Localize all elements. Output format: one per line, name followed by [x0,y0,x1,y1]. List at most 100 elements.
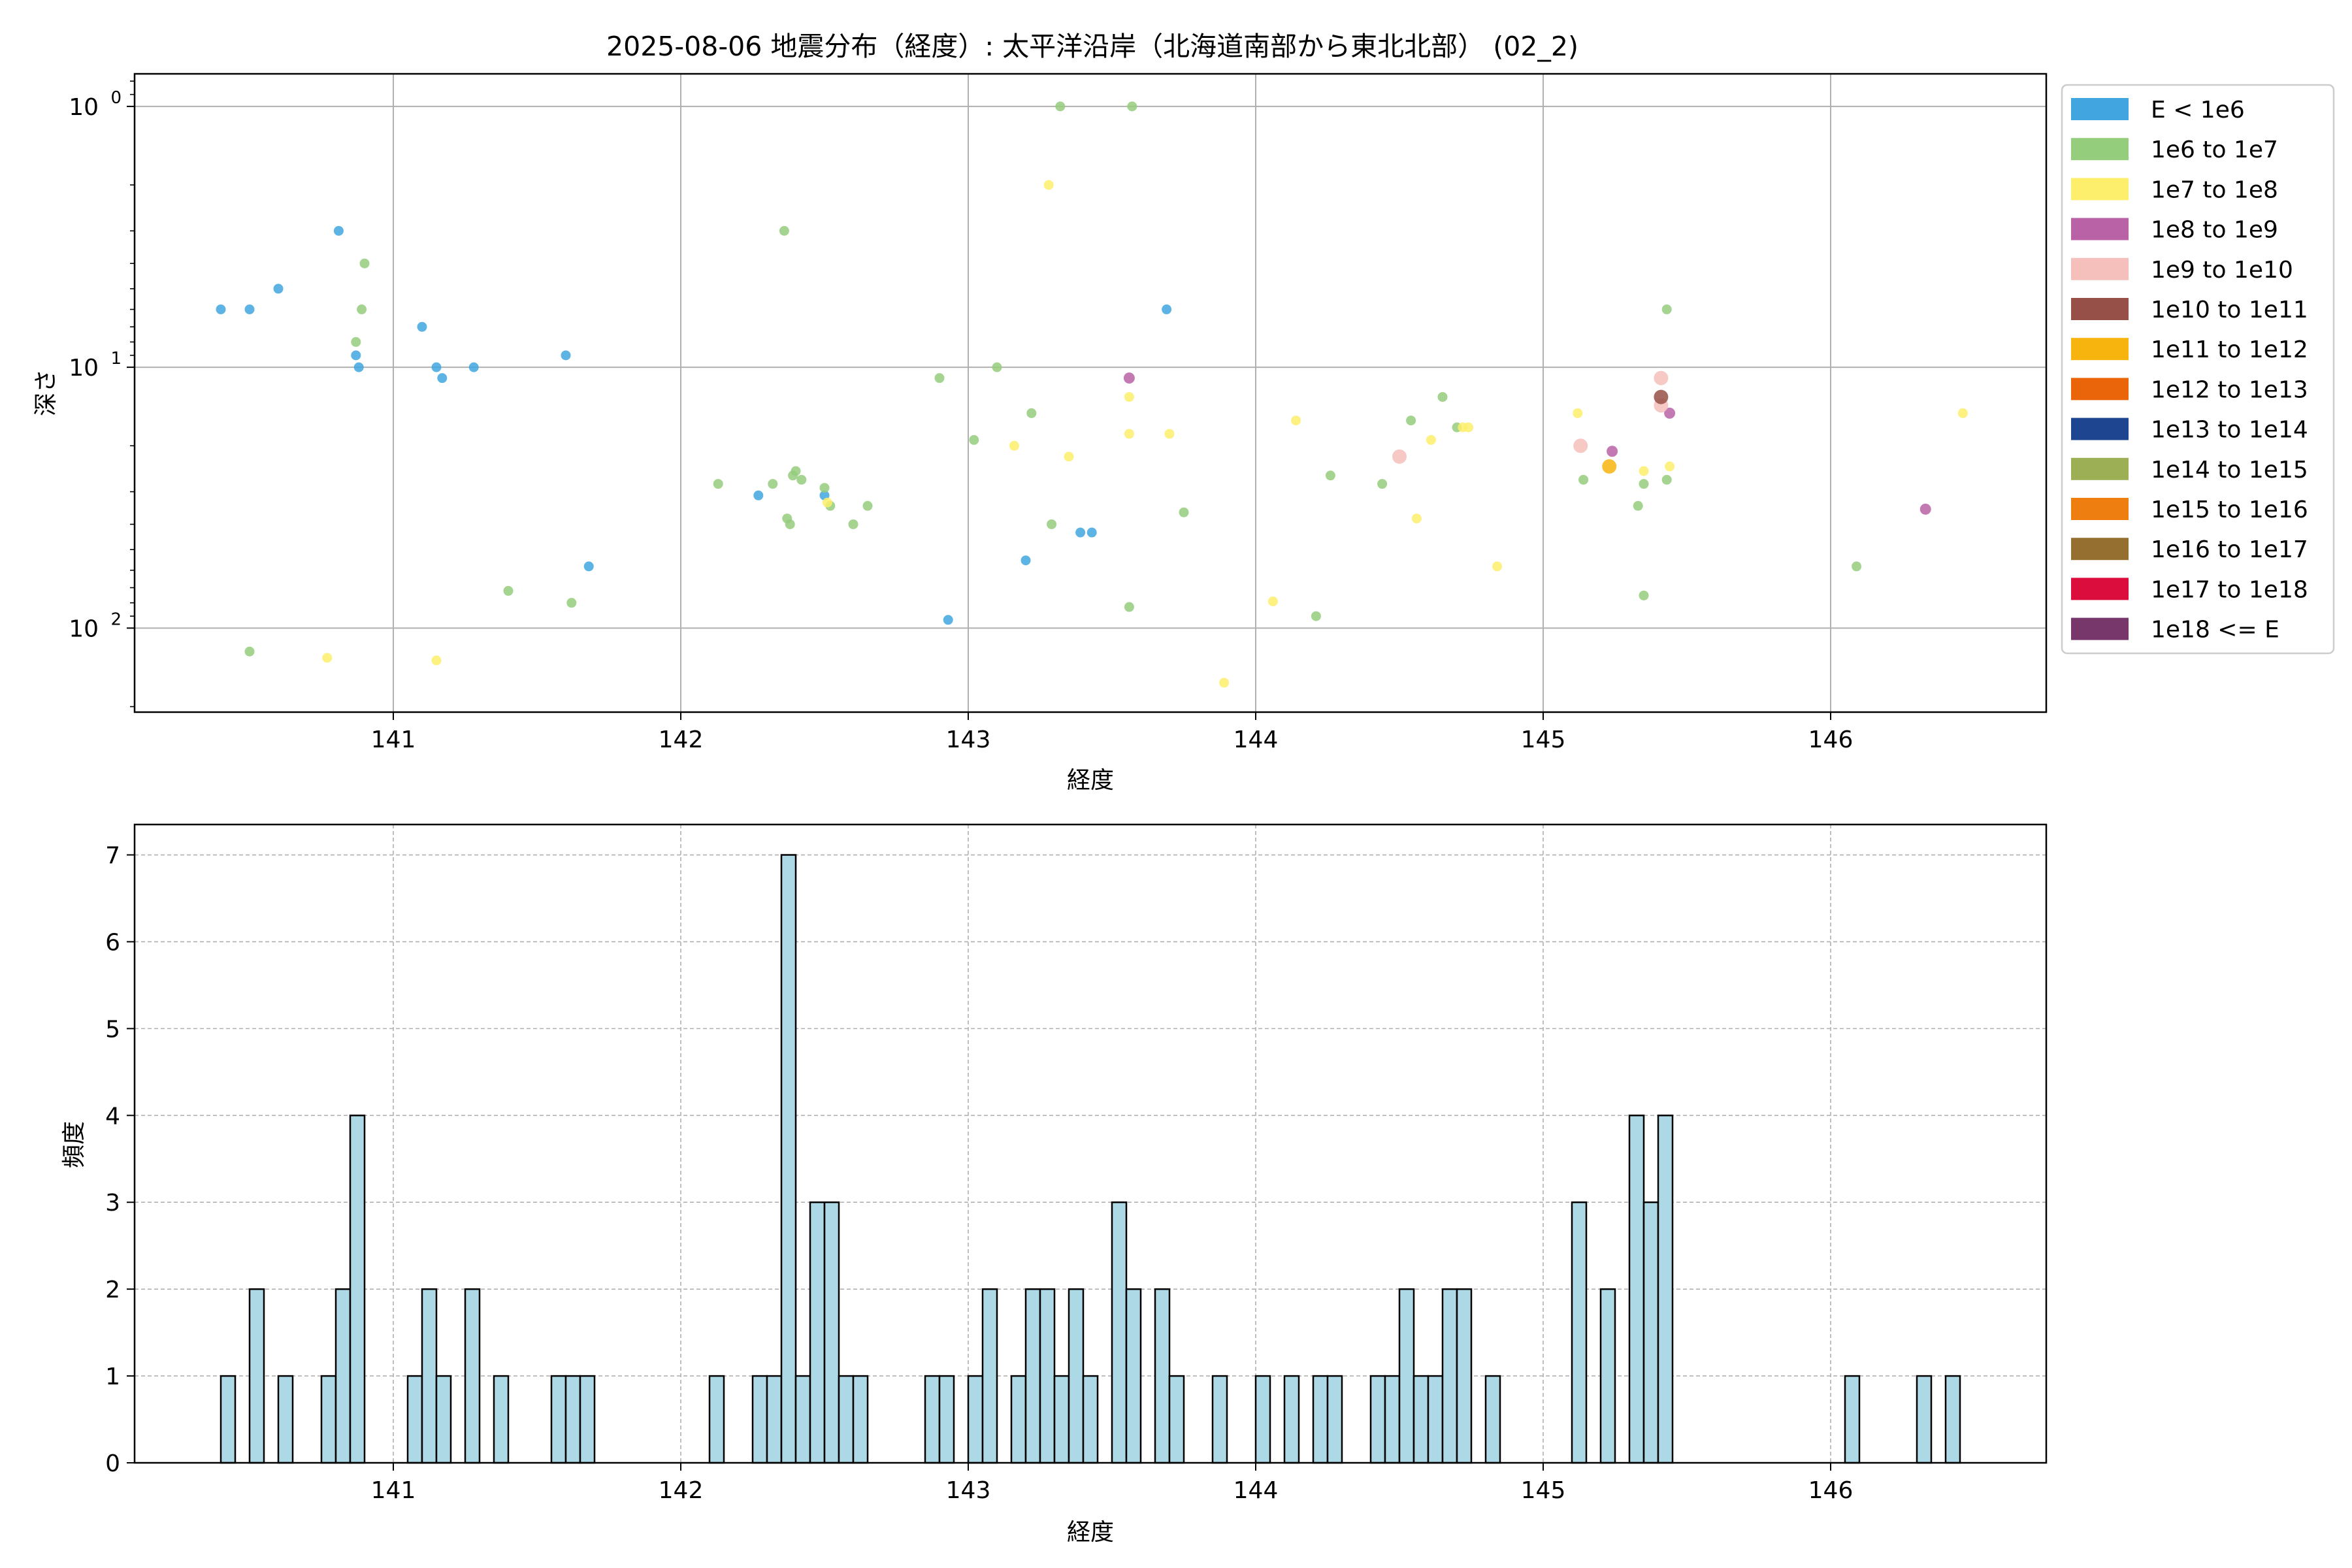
histogram-bar [1398,1288,1415,1464]
scatter-point [1654,370,1669,385]
scatter-point [1661,474,1672,485]
histogram-bar [1326,1375,1343,1464]
histogram-y-tick-label: 1 [105,1364,120,1390]
scatter-y-tick-label: 10 [69,355,99,382]
histogram-bar [1125,1288,1142,1464]
scatter-point [1639,466,1649,476]
scatter-point [1075,527,1086,538]
scatter-point [862,500,873,511]
histogram-bar [220,1375,237,1464]
scatter-point [1047,519,1057,529]
histogram-bar [435,1375,452,1464]
histogram-y-tick-label: 2 [105,1277,120,1303]
scatter-point [1021,555,1031,566]
histogram-bar [1312,1375,1329,1464]
histogram-bar [809,1201,826,1464]
scatter-point [796,474,807,485]
scatter-point [1654,389,1669,404]
legend-swatch [2071,378,2129,400]
legend-swatch [2071,538,2129,561]
legend-swatch [2071,617,2129,640]
scatter-y-tick-exponent: 1 [110,349,122,368]
histogram-bar [493,1375,510,1464]
scatter-point [1164,429,1175,439]
histogram-bar [1111,1201,1128,1464]
legend-swatch [2071,498,2129,520]
histogram-bar [1211,1375,1228,1464]
histogram-x-axis-label: 経度 [1067,1519,1114,1546]
legend-frame [2061,84,2335,655]
histogram-bar [708,1375,725,1464]
histogram-bar [1024,1288,1041,1464]
scatter-point [1162,304,1172,315]
scatter-axes-frame [133,73,2048,713]
legend-entry-label: 1e15 to 1e16 [2151,497,2308,523]
histogram-bar [1441,1288,1458,1464]
histogram-bar [823,1201,840,1464]
scatter-point [1325,470,1335,481]
legend-swatch [2071,578,2129,600]
histogram-bar [1484,1375,1501,1464]
histogram-bar [1571,1201,1588,1464]
scatter-point [1607,446,1618,457]
histogram-bar [579,1375,596,1464]
scatter-x-tick-label: 141 [371,727,416,753]
scatter-point [1437,392,1448,402]
scatter-x-axis-label: 経度 [1067,767,1114,794]
histogram-bar [1082,1375,1099,1464]
scatter-point [1127,101,1137,112]
scatter-point [333,225,344,236]
scatter-point [1919,503,1931,515]
histogram-bar [1599,1288,1616,1464]
scatter-point [1377,479,1388,489]
legend-swatch [2071,417,2129,440]
histogram-bar [277,1375,294,1464]
scatter-point [943,615,953,625]
legend-swatch [2071,257,2129,280]
scatter-y-tick-exponent: 2 [110,610,122,629]
scatter-point [992,362,1002,372]
histogram-bar [1154,1288,1171,1464]
histogram-bar [981,1288,998,1464]
scatter-point [1124,429,1134,439]
legend-entry-label: 1e9 to 1e10 [2151,257,2293,284]
scatter-point [1009,440,1019,451]
scatter-point [819,483,830,493]
scatter-point [713,479,723,489]
scatter-x-tick-label: 142 [659,727,704,753]
scatter-point [1043,180,1054,190]
scatter-y-tick-label: 10 [69,615,99,642]
histogram-x-tick-label: 144 [1233,1477,1279,1504]
scatter-point [1064,451,1074,462]
histogram-x-tick-label: 142 [659,1477,704,1504]
scatter-point [1602,459,1617,474]
scatter-point [1463,422,1474,433]
scatter-point [353,362,364,372]
scatter-point [1639,590,1649,600]
histogram-bar [1283,1375,1300,1464]
scatter-point [357,304,367,315]
legend-entry-label: 1e8 to 1e9 [2151,217,2278,244]
scatter-point [779,225,789,236]
histogram-bar [780,854,797,1464]
scatter-point [431,655,442,666]
scatter-point [216,304,226,315]
histogram-x-ticks: 141 142 143 144 145 146 [371,1463,1854,1504]
legend-entry-label: 1e17 to 1e18 [2151,576,2308,603]
histogram-bar [1010,1375,1027,1464]
legend-entry-label: 1e14 to 1e15 [2151,457,2308,483]
scatter-point [785,519,795,529]
histogram-bar [1456,1288,1473,1464]
histogram-bar [838,1375,855,1464]
scatter-point [244,304,255,315]
scatter-point [1086,527,1097,538]
histogram-bar [1053,1375,1070,1464]
scatter-point [1639,479,1649,489]
scatter-point [822,497,832,508]
scatter-point [1124,392,1134,402]
histogram-y-tick-label: 0 [105,1450,120,1477]
scatter-point [1267,596,1278,606]
histogram-x-tick-label: 146 [1808,1477,1854,1504]
legend-entry-label: 1e18 <= E [2151,617,2279,644]
histogram-x-tick-label: 141 [371,1477,416,1504]
